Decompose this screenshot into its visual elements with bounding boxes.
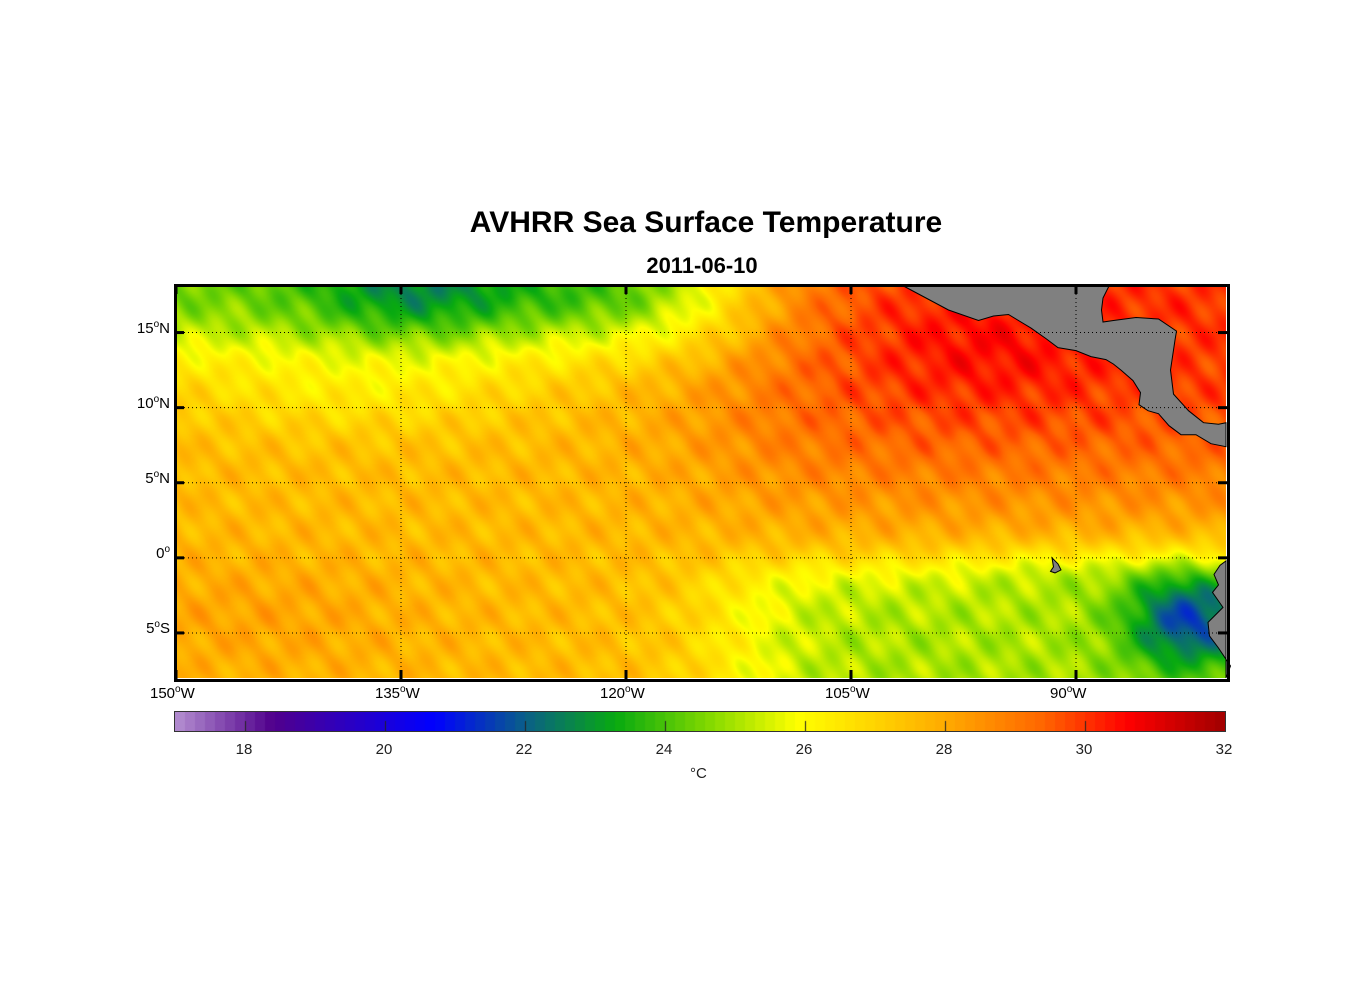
- lon-tick-label: 120oW: [600, 684, 645, 702]
- land-south-america: [1207, 559, 1232, 679]
- sst-map-field: [176, 286, 1226, 678]
- colorbar-tick-label: 28: [935, 741, 953, 758]
- colorbar-tick-label: 32: [1215, 741, 1233, 758]
- lon-tick-label: 90oW: [1050, 684, 1087, 702]
- colorbar: [174, 711, 1226, 732]
- lat-tick-label: 10oN: [136, 393, 170, 412]
- colorbar-unit-label: °C: [690, 765, 707, 782]
- map-overlay: [174, 284, 1232, 680]
- colorbar-tick-label: 24: [655, 741, 673, 758]
- colorbar-tick-label: 26: [795, 741, 813, 758]
- lon-tick-label: 105oW: [825, 684, 870, 702]
- lon-tick-label: 150oW: [150, 684, 195, 702]
- chart-subtitle: 2011-06-10: [646, 253, 758, 278]
- lat-tick-label: 5oS: [146, 618, 170, 637]
- lat-tick-label: 0o: [156, 543, 170, 562]
- land-central-america: [903, 285, 1227, 448]
- lon-tick-label: 135oW: [375, 684, 420, 702]
- colorbar-tick-label: 22: [515, 741, 533, 758]
- colorbar-tick-label: 18: [235, 741, 253, 758]
- land-galapagos: [1049, 556, 1062, 574]
- colorbar-tick-label: 20: [375, 741, 393, 758]
- lat-tick-label: 15oN: [136, 318, 170, 337]
- chart-title: AVHRR Sea Surface Temperature: [469, 206, 943, 239]
- colorbar-tick-label: 30: [1075, 741, 1093, 758]
- lat-tick-label: 5oN: [145, 468, 170, 487]
